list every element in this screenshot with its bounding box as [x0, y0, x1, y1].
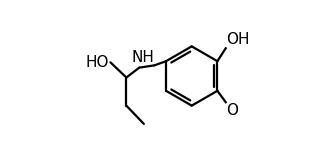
Text: NH: NH	[132, 50, 154, 65]
Text: OH: OH	[227, 33, 250, 47]
Text: O: O	[227, 103, 238, 118]
Text: HO: HO	[85, 55, 109, 70]
